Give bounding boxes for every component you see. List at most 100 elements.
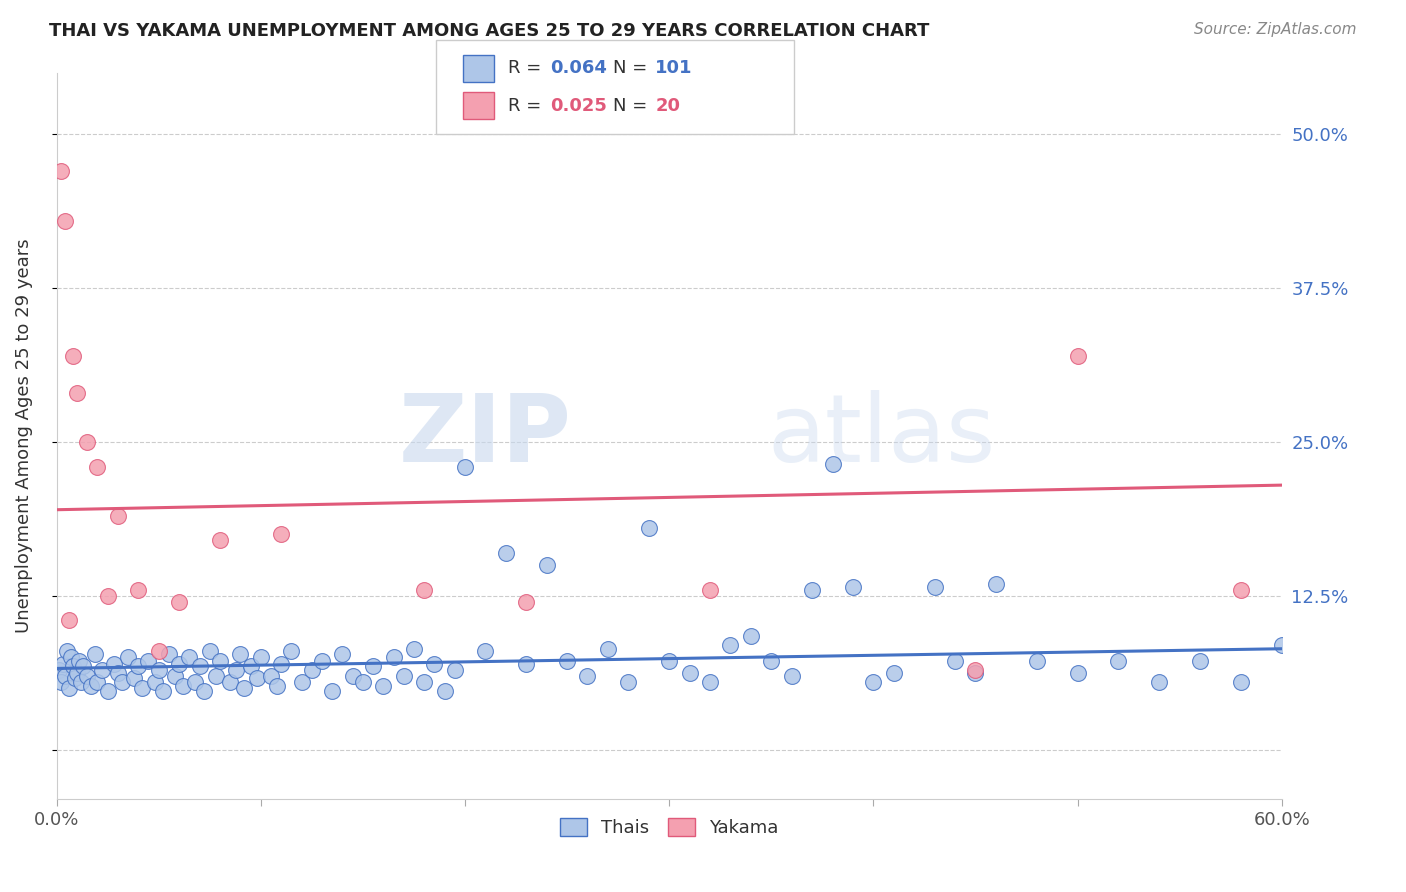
Point — [86, 675, 108, 690]
Point — [152, 683, 174, 698]
Point — [515, 657, 537, 671]
Point — [53, 213, 76, 227]
Point — [596, 641, 619, 656]
Point — [1066, 666, 1088, 681]
Point — [225, 663, 247, 677]
Point — [49, 164, 72, 178]
Point — [148, 663, 170, 677]
Point — [246, 671, 269, 685]
Point — [924, 580, 946, 594]
Point — [433, 683, 456, 698]
Point — [740, 629, 762, 643]
Point — [198, 644, 221, 658]
Point — [576, 669, 599, 683]
Point — [342, 669, 364, 683]
Point — [280, 644, 302, 658]
Point — [63, 671, 86, 685]
Point — [423, 657, 446, 671]
Point — [270, 527, 292, 541]
Point — [373, 679, 395, 693]
Point — [984, 576, 1007, 591]
Point — [780, 669, 803, 683]
Point — [172, 679, 194, 693]
Text: 101: 101 — [655, 60, 693, 78]
Text: N =: N = — [613, 96, 652, 114]
Text: atlas: atlas — [768, 390, 995, 482]
Point — [76, 669, 98, 683]
Point — [66, 666, 89, 681]
Text: Source: ZipAtlas.com: Source: ZipAtlas.com — [1194, 22, 1357, 37]
Point — [821, 457, 844, 471]
Point — [454, 459, 477, 474]
Point — [678, 666, 700, 681]
Point — [208, 533, 231, 548]
Text: R =: R = — [508, 96, 547, 114]
Point — [90, 663, 112, 677]
Text: R =: R = — [508, 60, 547, 78]
Point — [332, 647, 354, 661]
Point — [111, 675, 134, 690]
Point — [555, 654, 578, 668]
Point — [1189, 654, 1212, 668]
Point — [84, 647, 107, 661]
Point — [1107, 654, 1129, 668]
Point — [131, 681, 153, 695]
Point — [699, 582, 721, 597]
Point — [249, 650, 271, 665]
Text: ZIP: ZIP — [398, 390, 571, 482]
Point — [311, 654, 333, 668]
Point — [219, 675, 242, 690]
Point — [167, 657, 190, 671]
Point — [965, 666, 987, 681]
Point — [291, 675, 314, 690]
Point — [801, 582, 824, 597]
Point — [167, 595, 190, 609]
Point — [413, 675, 436, 690]
Point — [107, 508, 129, 523]
Point — [392, 669, 415, 683]
Point — [266, 679, 288, 693]
Point — [107, 666, 129, 681]
Point — [229, 647, 252, 661]
Point — [52, 657, 75, 671]
Point — [1271, 638, 1294, 652]
Text: N =: N = — [613, 60, 652, 78]
Point — [301, 663, 323, 677]
Point — [515, 595, 537, 609]
Point — [48, 663, 70, 677]
Point — [352, 675, 374, 690]
Point — [49, 675, 72, 690]
Point — [617, 675, 640, 690]
Point — [883, 666, 905, 681]
Point — [184, 675, 207, 690]
Point — [76, 435, 98, 450]
Point — [58, 614, 80, 628]
Point — [70, 675, 93, 690]
Point — [80, 679, 103, 693]
Point — [148, 644, 170, 658]
Point — [138, 654, 160, 668]
Point — [193, 683, 215, 698]
Point — [495, 546, 517, 560]
Point — [72, 659, 94, 673]
Point — [56, 644, 79, 658]
Legend: Thais, Yakama: Thais, Yakama — [553, 811, 786, 844]
Point — [67, 654, 90, 668]
Point — [1230, 675, 1253, 690]
Text: 20: 20 — [655, 96, 681, 114]
Point — [842, 580, 865, 594]
Point — [443, 663, 465, 677]
Point — [270, 657, 292, 671]
Point — [97, 683, 120, 698]
Point — [163, 669, 186, 683]
Point — [97, 589, 120, 603]
Point — [62, 349, 84, 363]
Point — [122, 671, 145, 685]
Point — [1230, 582, 1253, 597]
Text: THAI VS YAKAMA UNEMPLOYMENT AMONG AGES 25 TO 29 YEARS CORRELATION CHART: THAI VS YAKAMA UNEMPLOYMENT AMONG AGES 2… — [49, 22, 929, 40]
Point — [233, 681, 256, 695]
Point — [59, 650, 82, 665]
Point — [720, 638, 742, 652]
Point — [239, 659, 262, 673]
Point — [117, 650, 139, 665]
